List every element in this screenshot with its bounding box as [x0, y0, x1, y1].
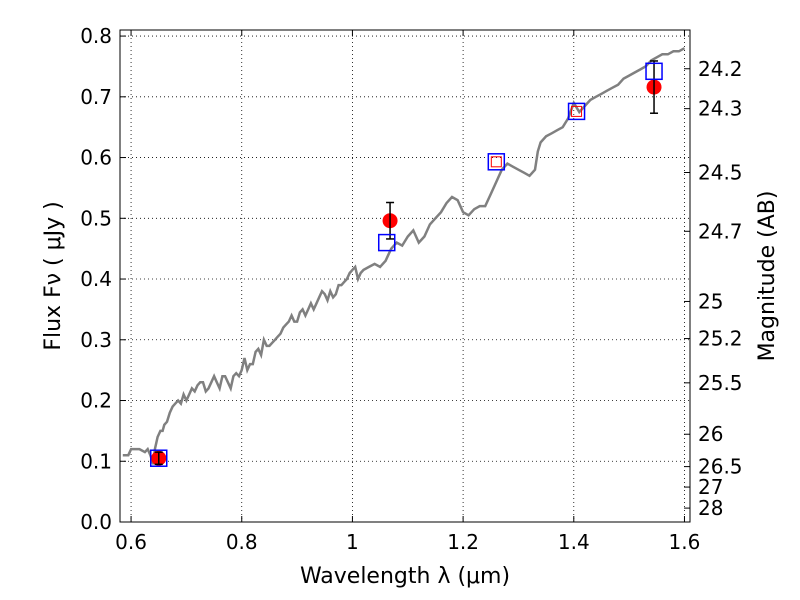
model-point-inner [571, 105, 583, 117]
y-tick-label: 0.7 [80, 85, 112, 109]
x-tick-label: 1 [346, 530, 359, 554]
y-axis-right-label: Magnitude (AB) [755, 191, 780, 362]
plot-frame [119, 29, 691, 523]
x-tick-label: 1.2 [447, 530, 479, 554]
y-tick-label: 0.4 [80, 267, 112, 291]
model-point [567, 102, 586, 121]
observed-photometry [151, 60, 662, 466]
x-axis-label: Wavelength λ (μm) [300, 564, 510, 589]
y-tick-label: 0.0 [80, 510, 112, 534]
grid [120, 30, 690, 523]
mag-tick-label: 28 [698, 496, 723, 520]
x-tick-label: 1.6 [669, 530, 701, 554]
mag-tick-label: 25.5 [698, 371, 743, 395]
x-tick-label: 1.4 [558, 530, 590, 554]
y-tick-label: 0.1 [80, 449, 112, 473]
model-point [377, 233, 396, 252]
mag-tick-label: 26 [698, 422, 723, 446]
y-tick-label: 0.3 [80, 328, 112, 352]
model-point-inner [490, 156, 502, 168]
y-tick-label: 0.5 [80, 206, 112, 230]
mag-tick-label: 24.5 [698, 160, 743, 184]
mag-tick-label: 24.3 [698, 97, 743, 121]
x-tick-label: 0.8 [226, 530, 258, 554]
ticks [120, 30, 690, 523]
y-tick-label: 0.6 [80, 146, 112, 170]
model-point [149, 449, 168, 467]
model-spectrum-line [122, 47, 686, 465]
model-point [487, 153, 506, 171]
y-tick-label: 0.2 [80, 389, 112, 413]
mag-tick-label: 24.2 [698, 57, 743, 81]
model-point [645, 62, 663, 81]
y-tick-label: 0.8 [80, 24, 112, 48]
mag-tick-label: 25.2 [698, 327, 743, 351]
x-tick-label: 0.6 [115, 530, 147, 554]
mag-tick-label: 27 [698, 475, 723, 499]
plot-area [122, 47, 686, 467]
mag-tick-label: 24.7 [698, 219, 743, 243]
y-axis-label: Flux Fν ( μJy ) [41, 201, 66, 350]
tick-labels: 0.6 0.8 1 1.2 1.4 1.6 0.0 0.1 0.2 0.3 0.4 0.5 0.6 0.7… [80, 24, 742, 554]
model-photometry [149, 62, 663, 467]
mag-tick-label: 25 [698, 289, 723, 313]
mag-tick-label: 26.5 [698, 455, 743, 479]
